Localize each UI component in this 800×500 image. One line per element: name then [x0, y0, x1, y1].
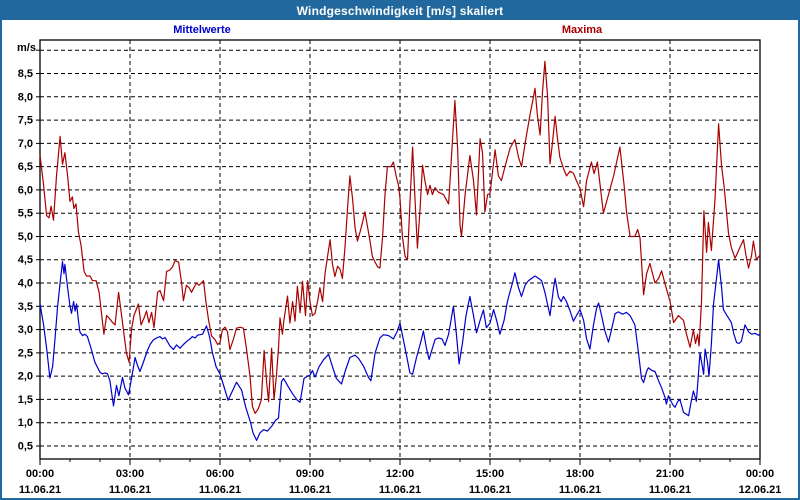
- svg-text:6,0: 6,0: [18, 184, 33, 196]
- svg-text:7,5: 7,5: [18, 115, 33, 127]
- svg-text:6,5: 6,5: [18, 161, 33, 173]
- svg-text:21:00: 21:00: [656, 468, 684, 480]
- svg-text:11.06.21: 11.06.21: [199, 484, 241, 496]
- svg-text:2,5: 2,5: [18, 347, 33, 359]
- svg-text:11.06.21: 11.06.21: [559, 484, 601, 496]
- svg-text:09:00: 09:00: [296, 468, 324, 480]
- svg-text:12.06.21: 12.06.21: [739, 484, 782, 496]
- svg-text:4,5: 4,5: [18, 254, 33, 266]
- legend-maxima: Maxima: [561, 24, 603, 36]
- svg-text:7,0: 7,0: [18, 138, 33, 150]
- legend-mittelwerte: Mittelwerte: [173, 24, 231, 36]
- svg-text:11.06.21: 11.06.21: [109, 484, 151, 496]
- svg-text:11.06.21: 11.06.21: [289, 484, 331, 496]
- svg-text:15:00: 15:00: [476, 468, 504, 480]
- window-title: Windgeschwindigkeit [m/s] skaliert: [296, 4, 504, 18]
- svg-text:00:00: 00:00: [26, 468, 54, 480]
- svg-text:2,0: 2,0: [18, 371, 33, 383]
- svg-text:00:00: 00:00: [746, 468, 774, 480]
- svg-text:06:00: 06:00: [206, 468, 234, 480]
- svg-text:11.06.21: 11.06.21: [19, 484, 61, 496]
- svg-text:3,0: 3,0: [18, 324, 33, 336]
- svg-text:8,0: 8,0: [18, 91, 33, 103]
- svg-text:0,5: 0,5: [18, 441, 33, 453]
- chart-legend: Mittelwerte Maxima: [2, 24, 798, 38]
- svg-text:12:00: 12:00: [386, 468, 414, 480]
- svg-text:m/s: m/s: [17, 42, 36, 54]
- svg-text:4,0: 4,0: [18, 278, 33, 290]
- svg-text:11.06.21: 11.06.21: [469, 484, 511, 496]
- svg-text:1,5: 1,5: [18, 394, 33, 406]
- svg-text:5,5: 5,5: [18, 208, 33, 220]
- svg-text:11.06.21: 11.06.21: [379, 484, 421, 496]
- svg-text:3,5: 3,5: [18, 301, 33, 313]
- svg-text:8,5: 8,5: [18, 68, 33, 80]
- wind-speed-chart: 8,5 8,0 7,5 7,0 6,5 6,0 5,5 5,0 4,5 4,0 3,5 3,0 2,5 2…: [17, 39, 782, 496]
- svg-text:1,0: 1,0: [18, 417, 33, 429]
- svg-text:11.06.21: 11.06.21: [649, 484, 691, 496]
- svg-text:03:00: 03:00: [116, 468, 144, 480]
- svg-text:18:00: 18:00: [566, 468, 594, 480]
- title-bar: Windgeschwindigkeit [m/s] skaliert: [2, 2, 798, 20]
- svg-text:5,0: 5,0: [18, 231, 33, 243]
